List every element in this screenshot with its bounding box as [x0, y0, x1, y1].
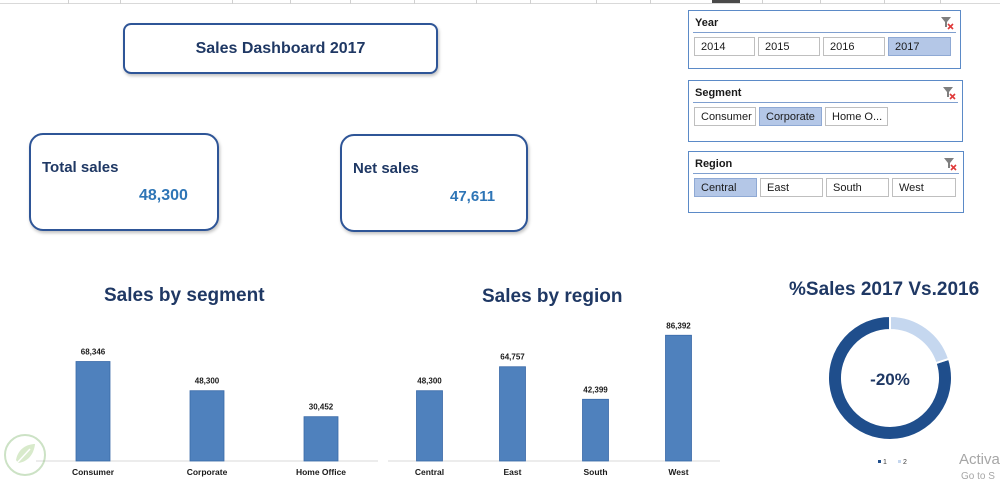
total-sales-label: Total sales — [42, 159, 119, 176]
dashboard-title: Sales Dashboard 2017 — [195, 39, 366, 57]
region-bar — [582, 398, 609, 462]
dashboard-title-card: Sales Dashboard 2017 — [123, 23, 438, 74]
total-sales-card: Total sales 48,300 — [29, 133, 219, 231]
donut-center-label: -20% — [870, 370, 910, 389]
region-option-central[interactable]: Central — [694, 178, 757, 197]
year-option-2017[interactable]: 2017 — [888, 37, 951, 56]
segment-category-label: Consumer — [72, 467, 115, 477]
segment-data-label: 30,452 — [309, 403, 334, 412]
region-data-label: 42,399 — [583, 385, 608, 394]
year-slicer-header: Year — [693, 15, 956, 33]
region-bar — [416, 390, 443, 462]
region-slicer: Region Central East South West — [688, 151, 964, 213]
yoy-donut-chart: -20% 1 2 — [827, 314, 953, 466]
segment-data-label: 48,300 — [195, 377, 220, 386]
selected-cell-edge — [712, 0, 740, 3]
segment-slicer-header: Segment — [693, 85, 958, 103]
region-option-east[interactable]: East — [760, 178, 823, 197]
clear-filter-icon[interactable] — [940, 16, 954, 30]
donut-slice — [888, 314, 951, 365]
sheet-gridlines — [0, 0, 1000, 4]
net-sales-card: Net sales 47,611 — [340, 134, 528, 232]
segment-category-label: Corporate — [187, 467, 228, 477]
segment-option-home-office[interactable]: Home O... — [825, 107, 888, 126]
segment-category-label: Home Office — [296, 467, 346, 477]
year-option-2014[interactable]: 2014 — [694, 37, 755, 56]
activate-watermark-sub: Go to S — [961, 471, 995, 482]
total-sales-value: 48,300 — [139, 187, 188, 204]
region-category-label: South — [583, 467, 607, 477]
net-sales-label: Net sales — [353, 160, 419, 177]
year-option-2016[interactable]: 2016 — [823, 37, 885, 56]
region-category-label: Central — [415, 467, 444, 477]
region-data-label: 48,300 — [417, 377, 442, 386]
segment-slicer-title: Segment — [695, 87, 742, 99]
segment-slicer: Segment Consumer Corporate Home O... — [688, 80, 963, 142]
legend-swatch — [898, 460, 901, 463]
clear-filter-icon[interactable] — [942, 86, 956, 100]
year-slicer-title: Year — [695, 17, 719, 29]
region-chart-title: Sales by region — [482, 286, 623, 307]
region-option-south[interactable]: South — [826, 178, 889, 197]
year-option-2015[interactable]: 2015 — [758, 37, 820, 56]
leaf-logo-icon — [4, 434, 46, 476]
region-data-label: 64,757 — [500, 353, 525, 362]
activate-watermark: Activa — [959, 451, 1000, 468]
segment-option-corporate[interactable]: Corporate — [759, 107, 822, 126]
region-bar — [665, 334, 692, 462]
segment-bar — [189, 390, 225, 462]
segment-bar — [75, 361, 111, 462]
region-slicer-header: Region — [693, 156, 959, 174]
yoy-chart-title: %Sales 2017 Vs.2016 — [789, 279, 980, 300]
donut-slice — [827, 314, 953, 441]
segment-option-consumer[interactable]: Consumer — [694, 107, 756, 126]
year-slicer: Year 2014 2015 2016 2017 — [688, 10, 961, 69]
legend-label: 2 — [903, 459, 907, 466]
region-bar — [499, 366, 526, 462]
region-option-west[interactable]: West — [892, 178, 956, 197]
legend-swatch — [878, 460, 881, 463]
region-data-label: 86,392 — [666, 321, 691, 330]
region-slicer-title: Region — [695, 158, 733, 170]
segment-chart-title: Sales by segment — [104, 285, 265, 306]
segment-bar — [303, 416, 339, 462]
net-sales-value: 47,611 — [450, 188, 496, 205]
region-category-label: East — [504, 467, 522, 477]
region-category-label: West — [668, 467, 688, 477]
legend-label: 1 — [883, 459, 887, 466]
segment-data-label: 68,346 — [81, 348, 106, 357]
clear-filter-icon[interactable] — [943, 157, 957, 171]
